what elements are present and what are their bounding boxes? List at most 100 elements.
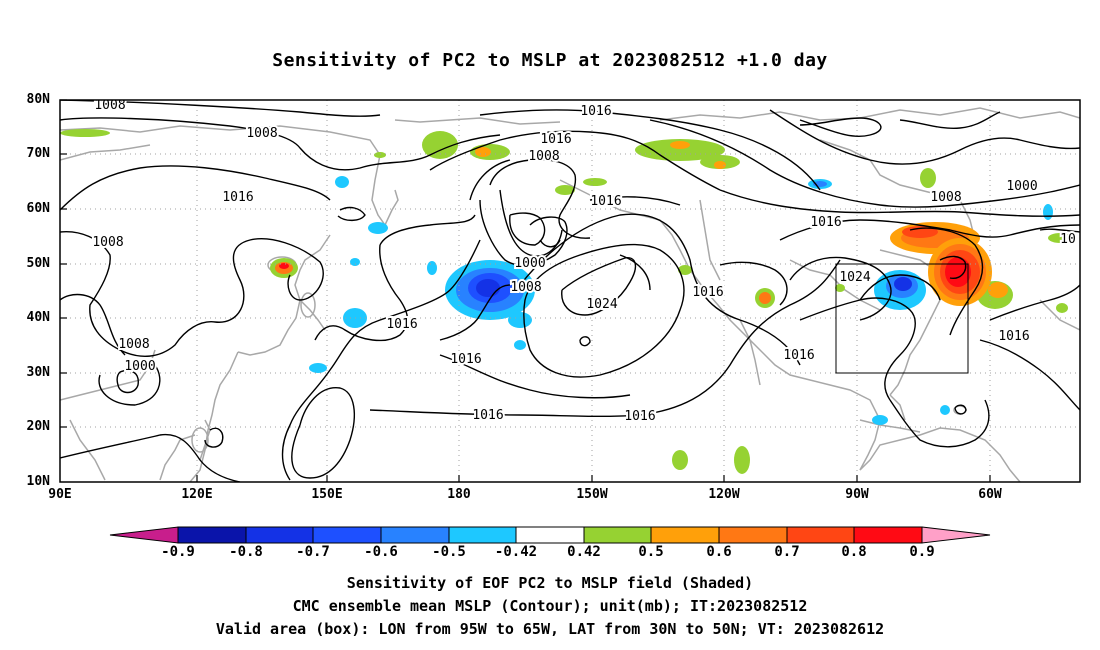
shade-blob [1048, 233, 1072, 243]
contour-label: 1016 [222, 190, 253, 205]
shade-blob [583, 178, 607, 186]
shade-blob [555, 185, 575, 195]
lon-label: 120W [708, 487, 740, 502]
shade-blob [872, 415, 888, 425]
lon-label: 150E [311, 487, 343, 502]
lon-label: 60W [978, 487, 1002, 502]
lat-label: 80N [26, 92, 50, 107]
axis-ticks [60, 99, 991, 482]
lon-label: 120E [181, 487, 213, 502]
colorbar-segment [380, 526, 450, 544]
shade-blob [309, 363, 327, 373]
lat-label: 40N [26, 310, 50, 325]
colorbar-segment [312, 526, 382, 544]
colorbar-tick: -0.9 [161, 544, 195, 560]
contour-label: 1024 [586, 297, 617, 312]
colorbar-segment [650, 526, 720, 544]
contour-label: 1016 [692, 285, 723, 300]
contour-label: 1008 [510, 280, 541, 295]
contour-label: 1016 [580, 104, 611, 119]
shade-blob [427, 261, 437, 275]
shade-blob [940, 405, 950, 415]
colorbar-low-triangle [109, 526, 179, 544]
caption-line-3: Valid area (box): LON from 95W to 65W, L… [215, 620, 885, 638]
contour-label: 1008 [94, 98, 125, 113]
shade-blob [672, 450, 688, 470]
lat-label: 30N [26, 365, 50, 380]
shade-blob [1043, 204, 1053, 220]
map-frame [59, 99, 1081, 483]
shade-blob [678, 265, 692, 275]
shade-blob [835, 284, 845, 292]
shade-blob [279, 263, 289, 269]
colorbar-tick: 0.8 [841, 544, 867, 560]
lon-label: 90E [48, 487, 72, 502]
shade-blob [988, 282, 1008, 298]
shade-blob [350, 258, 360, 266]
shade-blob [759, 292, 771, 304]
contour-label: 1024 [839, 270, 870, 285]
contour-label: 1000 [124, 359, 155, 374]
contour-labels: 1008 1008 1016 1008 1008 1000 1016 1016 … [90, 98, 1077, 426]
colorbar-segment [786, 526, 855, 544]
colorbar-tick: 0.42 [567, 544, 601, 560]
contour-label: 1008 [246, 126, 277, 141]
colorbar-segment [718, 526, 788, 544]
colorbar-tick: -0.42 [494, 544, 538, 560]
shade-blob [945, 257, 971, 287]
colorbar-segment [583, 526, 652, 544]
colorbar-tick: -0.7 [296, 544, 330, 560]
lon-label: 180 [447, 487, 471, 502]
shade-blob [635, 139, 725, 161]
shade-blob [476, 279, 500, 297]
coastlines [60, 107, 1080, 482]
colorbar-segment [245, 526, 314, 544]
colorbar-tick: 0.7 [774, 544, 800, 560]
contour-label: 1008 [92, 235, 123, 250]
shade-blob [368, 222, 388, 234]
lat-label: 70N [26, 146, 50, 161]
shade-blob [60, 129, 110, 137]
colorbar-tick: 0.5 [638, 544, 664, 560]
contour-label: 1016 [783, 348, 814, 363]
contour-label: 1016 [386, 317, 417, 332]
lon-label: 150W [576, 487, 608, 502]
shade-blob [670, 141, 690, 149]
lat-label: 60N [26, 201, 50, 216]
lat-label: 50N [26, 256, 50, 271]
contour-label: 1000 [514, 256, 545, 271]
colorbar-segment [853, 526, 923, 544]
shade-blob [734, 446, 750, 474]
contour-label: 1008 [528, 149, 559, 164]
chart-title: Sensitivity of PC2 to MSLP at 2023082512… [272, 50, 828, 71]
colorbar-tick: 0.6 [706, 544, 732, 560]
contour-label: 1016 [590, 194, 621, 209]
colorbar-high-triangle [921, 526, 991, 544]
shade-blob [714, 161, 726, 169]
lat-label: 20N [26, 419, 50, 434]
caption-line-2: CMC ensemble mean MSLP (Contour); unit(m… [292, 597, 808, 615]
colorbar-segment [448, 526, 517, 544]
lat-label: 10N [26, 474, 50, 489]
colorbar-segment [177, 526, 247, 544]
shade-blob [514, 340, 526, 350]
contour-label: 1000 [1006, 179, 1037, 194]
shade-blob [920, 168, 936, 188]
sensitivity-shading [60, 129, 1072, 474]
caption-line-1: Sensitivity of EOF PC2 to MSLP field (Sh… [346, 574, 754, 592]
contour-label: 1016 [624, 409, 655, 424]
contour-label: 1008 [118, 337, 149, 352]
shade-blob [475, 147, 491, 157]
lon-label: 90W [845, 487, 869, 502]
contour-label: 1016 [540, 132, 571, 147]
contour-label: 1016 [472, 408, 503, 423]
shade-blob [422, 131, 458, 159]
contour-label: 1016 [998, 329, 1029, 344]
contour-label: 1016 [810, 215, 841, 230]
shade-blob [894, 277, 912, 291]
contour-label: 10 [1060, 232, 1076, 247]
mslp-contours [60, 100, 1080, 482]
shade-blob [508, 312, 532, 328]
